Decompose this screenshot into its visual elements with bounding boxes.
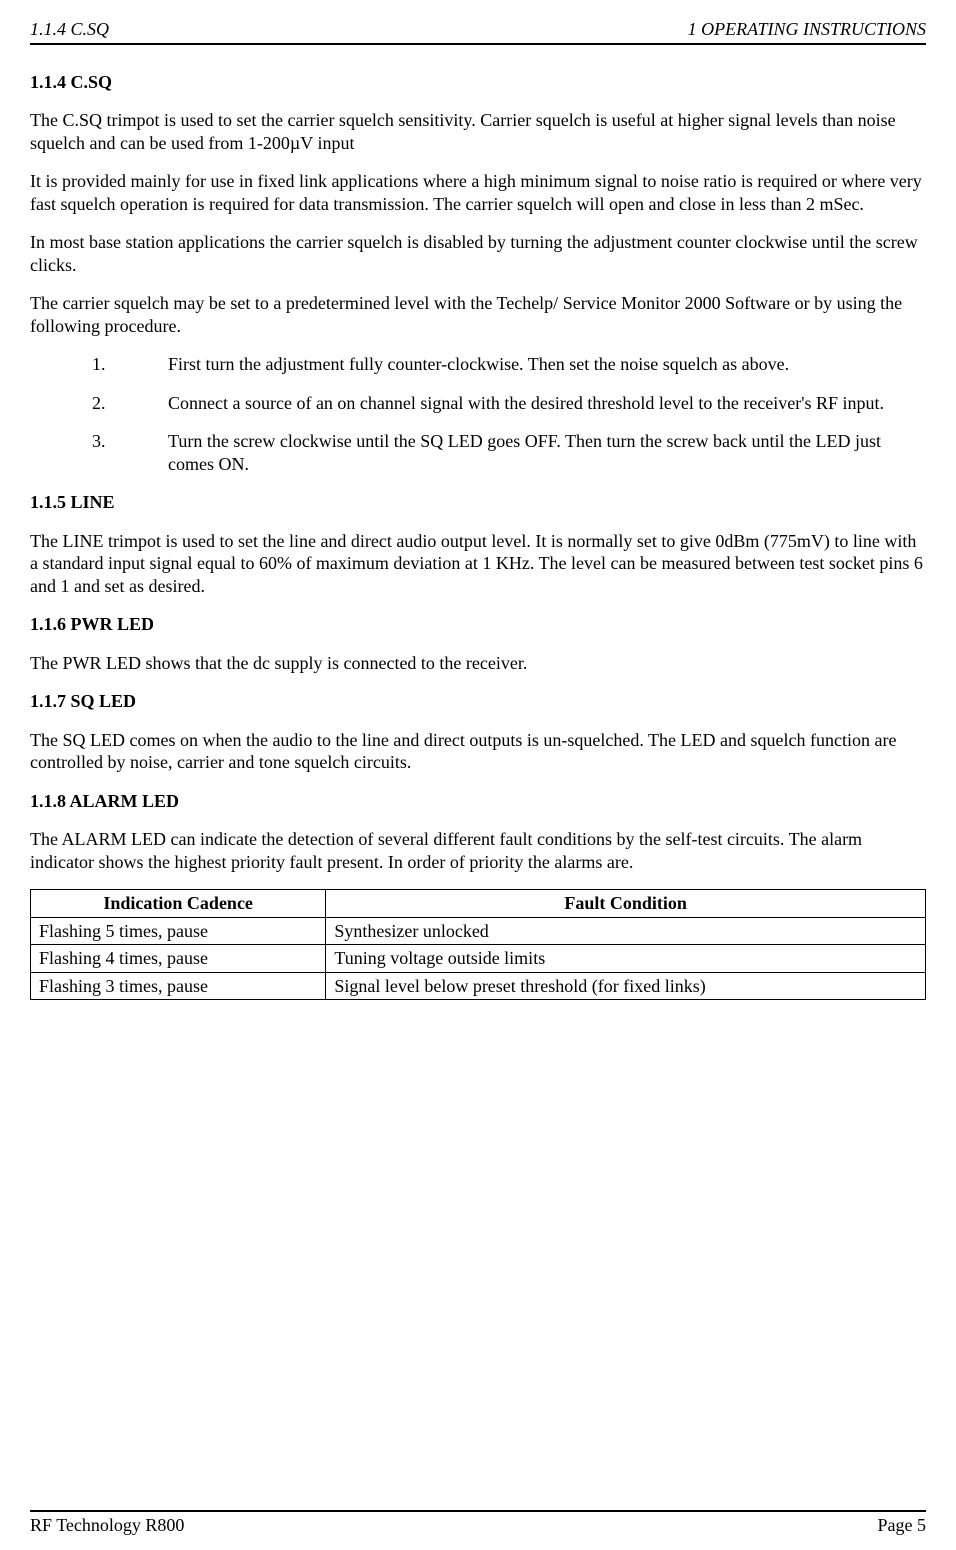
page: 1.1.4 C.SQ 1 OPERATING INSTRUCTIONS 1.1.… xyxy=(0,0,956,1550)
sq-paragraph-1: The SQ LED comes on when the audio to th… xyxy=(30,729,926,774)
list-item: 3. Turn the screw clockwise until the SQ… xyxy=(30,430,926,475)
step-text: First turn the adjustment fully counter-… xyxy=(168,353,926,376)
table-row: Flashing 3 times, pause Signal level bel… xyxy=(31,972,926,1000)
cell-cadence: Flashing 5 times, pause xyxy=(31,917,326,945)
table-row: Flashing 5 times, pause Synthesizer unlo… xyxy=(31,917,926,945)
list-item: 1. First turn the adjustment fully count… xyxy=(30,353,926,376)
csq-paragraph-2: It is provided mainly for use in fixed l… xyxy=(30,170,926,215)
section-title-alarm: 1.1.8 ALARM LED xyxy=(30,790,926,813)
step-number: 1. xyxy=(30,353,168,376)
alarm-paragraph-1: The ALARM LED can indicate the detection… xyxy=(30,828,926,873)
col-header-cadence: Indication Cadence xyxy=(31,890,326,918)
cell-cadence: Flashing 4 times, pause xyxy=(31,945,326,973)
list-item: 2. Connect a source of an on channel sig… xyxy=(30,392,926,415)
section-title-pwr: 1.1.6 PWR LED xyxy=(30,613,926,636)
section-title-line: 1.1.5 LINE xyxy=(30,491,926,514)
csq-steps-list: 1. First turn the adjustment fully count… xyxy=(30,353,926,475)
step-text: Connect a source of an on channel signal… xyxy=(168,392,926,415)
col-header-fault: Fault Condition xyxy=(326,890,926,918)
footer-left: RF Technology R800 xyxy=(30,1514,184,1537)
table-row: Flashing 4 times, pause Tuning voltage o… xyxy=(31,945,926,973)
cell-fault: Synthesizer unlocked xyxy=(326,917,926,945)
page-header: 1.1.4 C.SQ 1 OPERATING INSTRUCTIONS xyxy=(30,18,926,45)
line-paragraph-1: The LINE trimpot is used to set the line… xyxy=(30,530,926,598)
step-text: Turn the screw clockwise until the SQ LE… xyxy=(168,430,926,475)
alarm-table: Indication Cadence Fault Condition Flash… xyxy=(30,889,926,1000)
section-title-sq: 1.1.7 SQ LED xyxy=(30,690,926,713)
header-right: 1 OPERATING INSTRUCTIONS xyxy=(688,18,926,41)
cell-fault: Signal level below preset threshold (for… xyxy=(326,972,926,1000)
footer-right: Page 5 xyxy=(878,1514,927,1537)
csq-paragraph-4: The carrier squelch may be set to a pred… xyxy=(30,292,926,337)
header-left: 1.1.4 C.SQ xyxy=(30,18,109,41)
section-title-csq: 1.1.4 C.SQ xyxy=(30,71,926,94)
cell-fault: Tuning voltage outside limits xyxy=(326,945,926,973)
csq-paragraph-1: The C.SQ trimpot is used to set the carr… xyxy=(30,109,926,154)
step-number: 3. xyxy=(30,430,168,475)
page-footer: RF Technology R800 Page 5 xyxy=(30,1510,926,1537)
pwr-paragraph-1: The PWR LED shows that the dc supply is … xyxy=(30,652,926,675)
csq-paragraph-3: In most base station applications the ca… xyxy=(30,231,926,276)
table-header-row: Indication Cadence Fault Condition xyxy=(31,890,926,918)
step-number: 2. xyxy=(30,392,168,415)
cell-cadence: Flashing 3 times, pause xyxy=(31,972,326,1000)
